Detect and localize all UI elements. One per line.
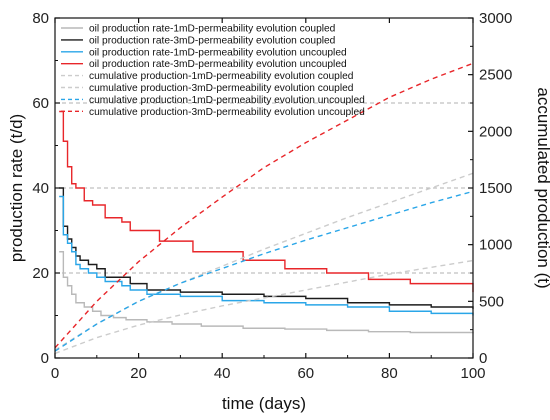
legend: oil production rate-1mD-permeability evo… — [61, 24, 365, 118]
left-y-tick-label: 0 — [41, 350, 49, 367]
legend-label: cumulative production-3mD-permeability e… — [89, 83, 354, 94]
series-line-3 — [59, 195, 474, 316]
legend-label: cumulative production-1mD-permeability e… — [89, 71, 354, 82]
right-y-tick-label: 0 — [479, 350, 487, 367]
series-line-6 — [54, 172, 474, 351]
legend-label: oil production rate-1mD-permeability evo… — [89, 47, 347, 58]
x-tick-label: 60 — [297, 365, 314, 382]
x-tick-label: 40 — [214, 365, 231, 382]
axes: 0 20 40 60 80 1000204060800500100015002000250… — [32, 10, 512, 382]
series-line-8 — [54, 62, 474, 349]
series-line-7 — [54, 190, 474, 352]
series-line-1 — [59, 251, 474, 334]
legend-label: oil production rate-1mD-permeability evo… — [89, 24, 336, 35]
x-tick-label: 100 — [460, 365, 485, 382]
left-y-tick-label: 80 — [32, 10, 49, 27]
right-y-tick-label: 500 — [479, 293, 504, 310]
right-y-tick-label: 2000 — [479, 123, 512, 140]
left-y-axis-title: production rate (t/d) — [7, 114, 26, 262]
legend-label: cumulative production-3mD-permeability e… — [89, 107, 365, 118]
series-line-4 — [59, 110, 474, 293]
right-y-tick-label: 1000 — [479, 237, 512, 254]
right-y-tick-label: 2500 — [479, 67, 512, 84]
left-y-tick-label: 20 — [32, 265, 49, 282]
reference-grid — [55, 102, 473, 274]
legend-label: cumulative production-1mD-permeability e… — [89, 95, 365, 106]
left-y-tick-label: 40 — [32, 180, 49, 197]
x-tick-label: 80 — [381, 365, 398, 382]
legend-label: oil production rate-3mD-permeability evo… — [89, 59, 347, 70]
left-y-tick-label: 60 — [32, 95, 49, 112]
right-y-axis-title: accumulated production (t) — [534, 87, 550, 288]
x-tick-label: 0 — [51, 365, 59, 382]
right-y-tick-label: 1500 — [479, 180, 512, 197]
x-tick-label: 20 — [130, 365, 147, 382]
series-line-5 — [54, 259, 474, 355]
right-y-tick-label: 3000 — [479, 10, 512, 27]
series-layer — [54, 62, 474, 355]
x-axis-title: time (days) — [222, 394, 306, 413]
legend-label: oil production rate-3mD-permeability evo… — [89, 35, 336, 46]
